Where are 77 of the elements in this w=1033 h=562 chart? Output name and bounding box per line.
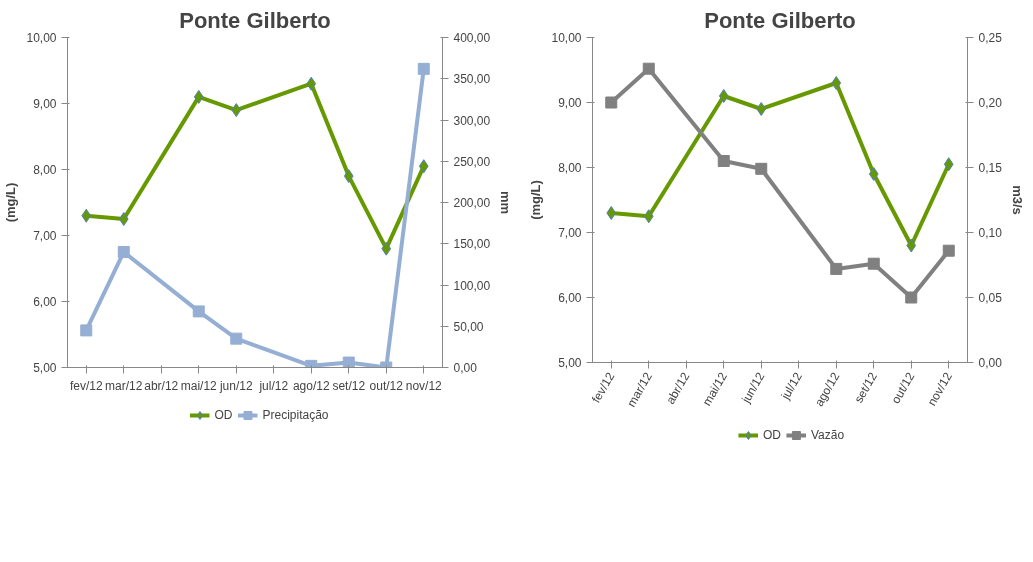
x-tick-label: jun/12	[218, 378, 253, 393]
point	[80, 324, 93, 337]
y2-tick-label: 50,00	[453, 319, 484, 334]
legend-label: OD	[214, 408, 234, 422]
point	[642, 62, 655, 75]
y2-tick-label: 350,00	[453, 72, 491, 87]
x-tick-label: jul/12	[258, 378, 289, 393]
point	[418, 159, 429, 174]
x-tick-label: fev/12	[69, 378, 103, 393]
y-tick-label: 6,00	[33, 295, 57, 309]
y2-tick-label: 0,15	[978, 161, 1003, 175]
chart-title: Ponte Gilberto	[704, 7, 856, 33]
y2-axis-title: mm	[498, 190, 514, 215]
y-tick-label: 8,00	[33, 163, 57, 177]
point	[943, 157, 954, 172]
x-tick-label: nov/12	[405, 378, 443, 393]
x-tick-label: mai/12	[180, 378, 218, 393]
y2-tick-label: 0,00	[978, 356, 1003, 370]
point	[193, 89, 204, 104]
y-tick-label: 9,00	[33, 97, 57, 111]
x-tick-label: abr/12	[144, 378, 179, 393]
point	[868, 167, 879, 181]
point	[381, 241, 392, 256]
y-tick-label: 5,00	[558, 356, 582, 370]
point	[192, 305, 205, 318]
point	[906, 238, 917, 253]
point	[230, 332, 243, 345]
x-tick-label: ago/12	[292, 378, 330, 393]
y-tick-label: 7,00	[33, 229, 57, 243]
point	[606, 206, 617, 220]
y-tick-label: 8,00	[558, 161, 582, 175]
point	[117, 246, 130, 258]
y2-tick-label: 0,20	[978, 96, 1003, 110]
point	[605, 96, 618, 109]
y-tick-label: 10,00	[551, 31, 582, 45]
y2-tick-label: 300,00	[453, 113, 491, 128]
y-tick-label: 6,00	[558, 291, 582, 305]
point	[717, 155, 730, 167]
legend-label: Precipitação	[262, 408, 329, 422]
point	[118, 212, 129, 226]
point	[942, 244, 955, 257]
y2-tick-label: 100,00	[453, 278, 491, 293]
point	[343, 169, 354, 184]
y-tick-label: 10,00	[26, 31, 57, 45]
point	[831, 76, 842, 90]
y2-axis-title: m3/s	[1009, 185, 1025, 215]
y2-tick-label: 0,05	[978, 291, 1003, 305]
chart-title: Ponte Gilberto	[179, 7, 331, 33]
point	[830, 262, 843, 275]
y-axis-title: (mg/L)	[3, 182, 19, 223]
y2-tick-label: 200,00	[453, 196, 491, 210]
x-tick-label: set/12	[332, 378, 366, 393]
y2-tick-label: 0,00	[453, 361, 478, 375]
point	[755, 162, 768, 175]
y2-tick-label: 400,00	[453, 31, 491, 45]
legend-label: OD	[762, 428, 782, 442]
point	[306, 76, 317, 91]
y-tick-label: 5,00	[33, 361, 57, 375]
y-tick-label: 7,00	[558, 226, 582, 240]
x-tick-label: out/12	[369, 378, 404, 393]
y2-tick-label: 0,25	[978, 31, 1003, 45]
point	[81, 208, 92, 223]
y-tick-label: 9,00	[558, 96, 582, 110]
y-axis-title: (mg/L)	[528, 180, 544, 220]
point	[231, 103, 242, 118]
y2-tick-label: 250,00	[453, 154, 491, 169]
x-tick-label: mar/12	[105, 378, 143, 393]
point	[417, 62, 430, 75]
point	[342, 356, 355, 368]
legend-label: Vazão	[810, 428, 845, 442]
point	[718, 89, 729, 103]
y2-tick-label: 0,10	[978, 226, 1003, 240]
point	[643, 209, 654, 224]
point	[867, 257, 880, 270]
point	[756, 102, 767, 116]
y2-tick-label: 150,00	[453, 237, 491, 252]
point	[905, 291, 918, 304]
